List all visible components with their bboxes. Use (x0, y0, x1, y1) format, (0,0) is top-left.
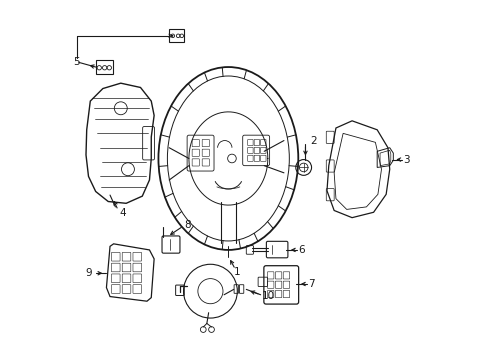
Text: 1: 1 (234, 267, 240, 277)
Text: 6: 6 (298, 245, 305, 255)
Text: 8: 8 (184, 220, 191, 230)
Text: 7: 7 (308, 279, 314, 289)
Text: 2: 2 (309, 136, 316, 145)
Text: 10: 10 (261, 291, 274, 301)
Text: 3: 3 (403, 154, 409, 165)
Text: 9: 9 (85, 268, 92, 278)
Text: 5: 5 (73, 57, 80, 67)
Text: 4: 4 (120, 208, 126, 218)
